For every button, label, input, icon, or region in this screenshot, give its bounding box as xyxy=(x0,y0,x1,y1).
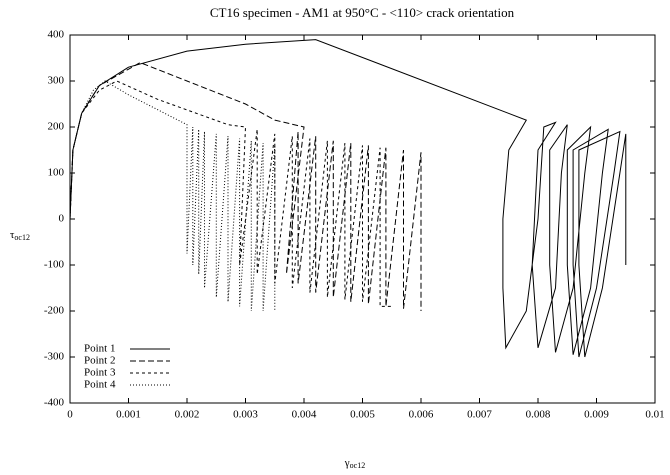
y-label-symbol: τ xyxy=(10,229,15,241)
x-tick-label: 0.006 xyxy=(409,409,434,421)
series-line xyxy=(69,62,422,311)
x-tick-label: 0.01 xyxy=(645,409,664,421)
series-line xyxy=(69,39,627,358)
y-tick-label: 400 xyxy=(48,29,65,41)
y-tick-label: -200 xyxy=(44,305,65,317)
y-tick-label: -400 xyxy=(44,397,65,409)
legend-label: Point 2 xyxy=(84,355,115,367)
y-tick-label: -300 xyxy=(44,351,65,363)
x-tick-label: 0.007 xyxy=(467,409,492,421)
y-tick-label: 100 xyxy=(48,167,65,179)
x-tick-label: 0.004 xyxy=(292,409,317,421)
legend-label: Point 4 xyxy=(84,379,116,391)
x-tick-label: 0.003 xyxy=(233,409,258,421)
x-tick-label: 0.008 xyxy=(526,409,551,421)
x-tick-label: 0 xyxy=(67,409,73,421)
x-tick-label: 0.009 xyxy=(584,409,609,421)
y-tick-label: 200 xyxy=(48,121,65,133)
y-tick-label: 0 xyxy=(59,213,65,225)
legend-label: Point 1 xyxy=(84,343,115,355)
x-label-subscript: oc12 xyxy=(350,461,366,470)
y-axis-label: τoc12 xyxy=(10,229,30,242)
legend-label: Point 3 xyxy=(84,367,116,379)
y-label-subscript: oc12 xyxy=(14,233,30,242)
x-label-symbol: γ xyxy=(344,457,350,469)
chart-title: CT16 specimen - AM1 at 950°C - <110> cra… xyxy=(210,5,515,20)
y-tick-label: 300 xyxy=(48,75,65,87)
x-tick-label: 0.005 xyxy=(350,409,375,421)
series-line xyxy=(69,80,392,307)
x-tick-label: 0.002 xyxy=(175,409,200,421)
y-tick-label: -100 xyxy=(44,259,65,271)
x-tick-label: 0.001 xyxy=(116,409,141,421)
series-line xyxy=(69,80,276,312)
x-axis-label: γoc12 xyxy=(344,457,365,470)
